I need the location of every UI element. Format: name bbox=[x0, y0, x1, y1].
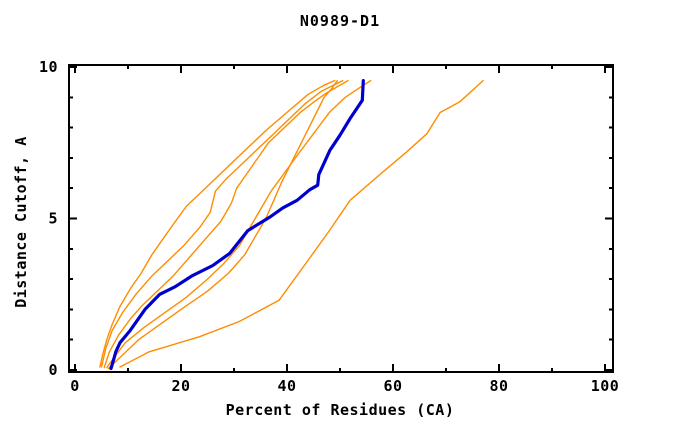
x-tick-label: 80 bbox=[489, 377, 508, 395]
y-tick-label: 0 bbox=[48, 361, 58, 379]
x-tick-label: 100 bbox=[591, 377, 620, 395]
chart-title: N0989-D1 bbox=[299, 12, 381, 30]
x-tick-label: 40 bbox=[277, 377, 296, 395]
curve-model-2 bbox=[100, 79, 344, 368]
x-tick-label: 0 bbox=[70, 377, 80, 395]
y-axis-label-text: Distance Cutoff, A bbox=[12, 136, 30, 308]
curve-model-6 bbox=[119, 79, 484, 368]
y-tick-label: 5 bbox=[48, 210, 58, 228]
curve-model-4 bbox=[106, 79, 372, 369]
curve-model-5 bbox=[107, 79, 338, 370]
curve-model-1 bbox=[99, 79, 336, 368]
curve-highlighted-model bbox=[109, 78, 365, 371]
plot-frame bbox=[68, 64, 614, 373]
y-tick-label: 10 bbox=[39, 58, 58, 76]
x-tick-label: 60 bbox=[383, 377, 402, 395]
curve-model-3 bbox=[103, 79, 349, 369]
x-axis-label: Percent of Residues (CA) bbox=[225, 401, 455, 419]
x-tick-label: 20 bbox=[171, 377, 190, 395]
